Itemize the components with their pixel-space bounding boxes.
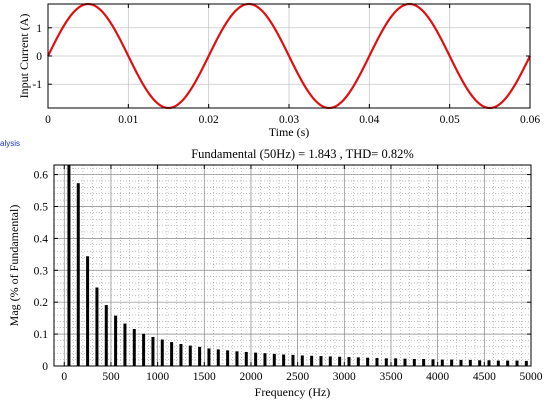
harmonic-bar: [310, 355, 314, 366]
harmonic-bar: [422, 358, 426, 366]
y-tick-label: 0: [42, 361, 48, 373]
x-tick-label: 0.06: [520, 114, 540, 126]
x-tick-label: 4000: [426, 371, 449, 383]
x-axis-label: Time (s): [269, 125, 310, 139]
x-tick-label: 0.02: [199, 114, 219, 126]
harmonic-bar: [170, 342, 174, 366]
harmonic-bar: [207, 348, 211, 366]
y-tick-label: 1: [36, 23, 42, 35]
harmonic-bar: [356, 357, 360, 366]
harmonic-bar: [328, 356, 332, 366]
harmonic-bar: [468, 359, 472, 366]
window-title-fragment: alysis: [0, 139, 20, 148]
x-tick-label: 500: [102, 371, 120, 383]
current-waveform-line: [47, 2, 531, 110]
harmonic-bar: [179, 343, 183, 366]
y-axis-label: Mag (% of Fundamental): [7, 205, 21, 327]
harmonic-bar: [67, 165, 71, 366]
harmonic-bar: [366, 357, 370, 366]
y-axis-label: Input Current (A): [17, 14, 31, 99]
y-tick-label: 0.4: [34, 233, 49, 245]
harmonic-bar: [263, 353, 267, 366]
x-tick-label: 0.01: [118, 114, 138, 126]
harmonic-bar: [188, 345, 192, 366]
harmonic-bar: [478, 360, 482, 366]
x-tick-label: 2500: [286, 371, 309, 383]
harmonic-bar: [76, 183, 80, 366]
y-tick-label: 0.6: [34, 170, 49, 182]
x-tick-label: 3500: [379, 371, 402, 383]
harmonic-bar: [104, 305, 108, 366]
x-tick-label: 1500: [193, 371, 216, 383]
y-tick-label: 0.2: [34, 297, 49, 309]
harmonic-bar: [384, 358, 388, 366]
chart-title: Fundamental (50Hz) = 1.843 , THD= 0.82%: [191, 147, 414, 161]
harmonic-bar: [142, 333, 146, 366]
harmonic-bar: [450, 359, 454, 366]
harmonic-bar: [403, 358, 407, 366]
harmonic-spectrum-plot: Fundamental (50Hz) = 1.843 , THD= 0.82% 0…: [7, 147, 543, 399]
harmonic-bar: [487, 360, 491, 366]
harmonic-bar: [459, 359, 463, 366]
x-axis-label: Frequency (Hz): [255, 385, 331, 399]
harmonic-bar: [496, 360, 500, 366]
harmonic-bar: [300, 355, 304, 366]
harmonic-bar: [151, 336, 155, 366]
harmonic-bar: [272, 353, 276, 366]
harmonic-bar: [394, 358, 398, 366]
y-tick-label: 0.3: [34, 265, 49, 277]
harmonic-bar: [254, 352, 258, 366]
harmonic-bar: [132, 328, 136, 366]
x-tick-label: 5000: [520, 371, 543, 383]
harmonic-bar: [86, 256, 90, 366]
y-tick-label: 0: [36, 51, 42, 63]
harmonic-bar: [198, 346, 202, 366]
harmonic-bar: [338, 356, 342, 366]
x-tick-label: 0.03: [279, 114, 299, 126]
harmonic-bar: [506, 360, 510, 366]
y-tick-label: 0.5: [34, 201, 49, 213]
harmonic-bar: [160, 339, 164, 366]
harmonic-bar: [114, 315, 118, 366]
harmonic-bar: [347, 357, 351, 366]
x-tick-label: 1000: [146, 371, 169, 383]
x-tick-label: 0.04: [359, 114, 379, 126]
x-tick-label: 0: [61, 371, 67, 383]
x-tick-label: 3000: [333, 371, 356, 383]
harmonic-bar: [524, 360, 528, 366]
harmonic-bar: [515, 360, 519, 366]
harmonic-bar: [375, 358, 379, 366]
harmonic-bar: [216, 349, 220, 366]
harmonic-bar: [226, 350, 230, 366]
harmonic-bar: [95, 287, 99, 366]
harmonic-bar: [319, 356, 323, 366]
x-tick-label: 0: [45, 114, 51, 126]
harmonic-bar: [282, 354, 286, 366]
y-tick-label: 0.1: [34, 329, 49, 341]
harmonic-bar: [244, 351, 248, 366]
x-tick-label: 0.05: [440, 114, 460, 126]
harmonic-bar: [235, 351, 239, 366]
x-tick-label: 4500: [473, 371, 496, 383]
harmonic-bar: [412, 358, 416, 366]
y-tick-label: -1: [32, 79, 42, 91]
plot-frame: [53, 164, 532, 367]
harmonic-bar: [123, 323, 127, 366]
input-current-plot: 0 0.01 0.02 0.03 0.04 0.05 0.06 1 0 -1 Time (s) Inp…: [17, 2, 540, 139]
harmonic-bar: [291, 354, 295, 366]
harmonic-bar: [440, 359, 444, 366]
x-tick-label: 2000: [239, 371, 262, 383]
harmonic-bar: [431, 359, 435, 366]
